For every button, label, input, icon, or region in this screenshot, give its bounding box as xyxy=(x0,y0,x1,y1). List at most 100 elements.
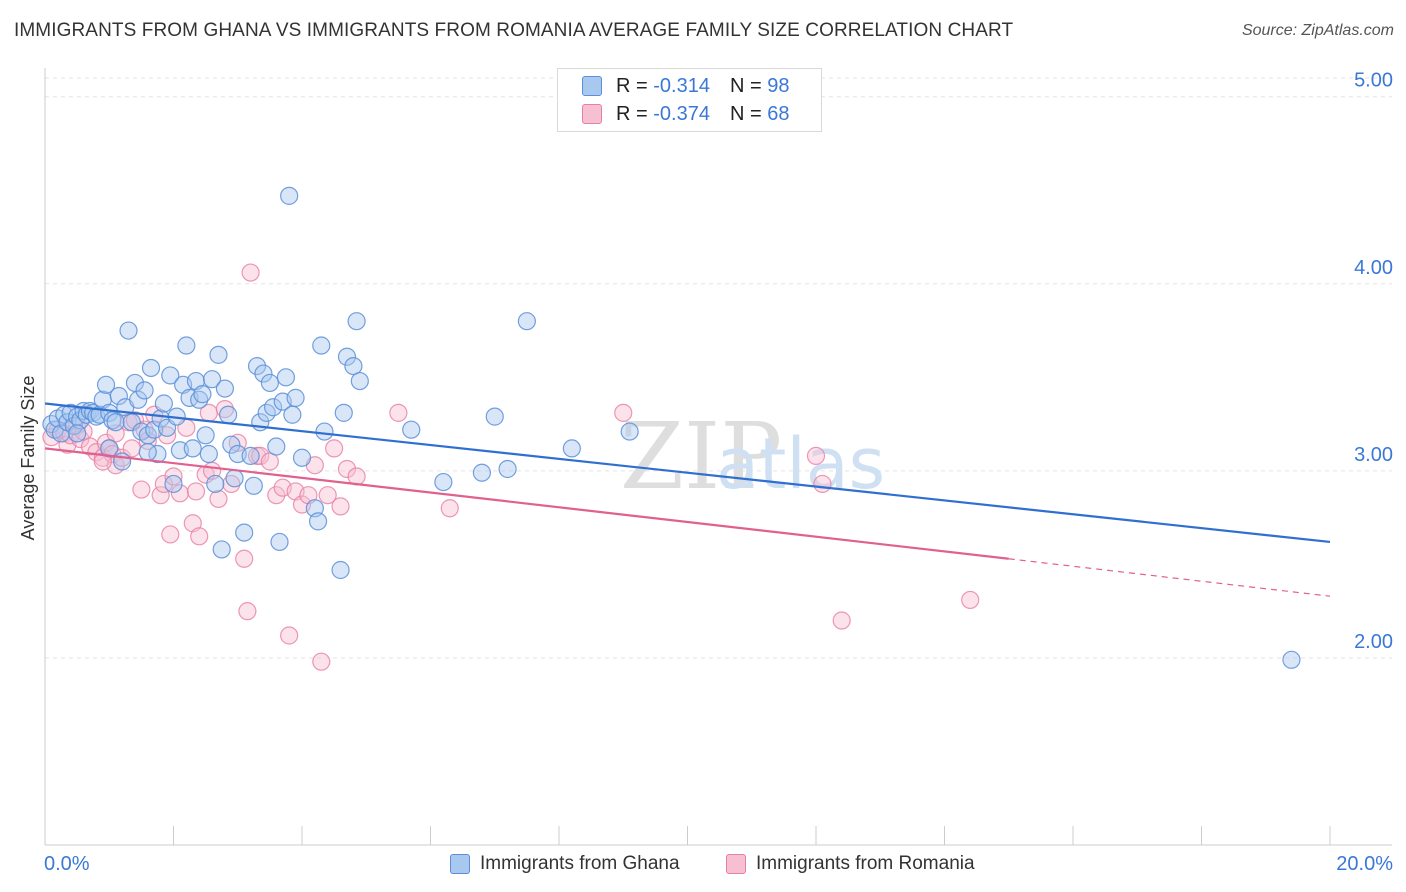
ghana-point xyxy=(164,474,183,494)
ghana-point xyxy=(109,386,128,406)
legend-r-value-ghana: -0.314 xyxy=(653,74,710,97)
ghana-point xyxy=(212,540,231,559)
romania-point xyxy=(151,486,170,505)
legend-r-value-romania: -0.374 xyxy=(653,102,710,125)
ghana-point xyxy=(141,358,161,378)
ghana-point xyxy=(402,420,421,439)
bottom-legend-ghana-label: Immigrants from Ghana xyxy=(480,853,680,874)
romania-point xyxy=(806,446,826,465)
ghana-point xyxy=(334,403,353,422)
ghana-point xyxy=(267,437,286,456)
ghana-point xyxy=(562,439,581,458)
ghana-point xyxy=(344,356,363,376)
ghana-point xyxy=(254,364,273,383)
romania-point xyxy=(389,403,408,422)
source-text: Source: ZipAtlas.com xyxy=(1241,22,1394,39)
romania-point xyxy=(331,497,350,516)
bottom-legend-romania: Immigrants from Romania xyxy=(726,850,975,878)
gridlines xyxy=(45,77,1392,659)
romania-point xyxy=(103,444,122,464)
ghana-point xyxy=(308,512,328,531)
ghana-point xyxy=(434,472,453,492)
ghana-point xyxy=(276,368,296,387)
romania-trend-extension xyxy=(1008,558,1331,597)
ghana-point xyxy=(100,439,119,458)
ghana-point xyxy=(222,435,241,454)
legend-row-ghana: R = -0.314 N = 98 xyxy=(582,73,789,99)
ghana-point xyxy=(286,388,305,407)
romania-point xyxy=(312,652,331,671)
legend-r-label: R = xyxy=(616,74,648,97)
ghana-point xyxy=(315,422,334,441)
y-tick-label: 5.00 xyxy=(1354,70,1393,92)
ghana-point xyxy=(620,422,639,441)
ghana-point xyxy=(347,312,366,331)
ghana-swatch xyxy=(450,854,470,874)
ghana-point xyxy=(106,413,125,432)
ghana-point xyxy=(202,370,222,389)
ghana-point xyxy=(68,424,87,443)
chart-title: IMMIGRANTS FROM GHANA VS IMMIGRANTS FROM… xyxy=(14,20,1014,41)
romania-point xyxy=(614,403,633,422)
ghana-point xyxy=(135,381,154,400)
ghana-point xyxy=(196,426,215,445)
ghana-point xyxy=(138,443,157,462)
ghana-point xyxy=(209,345,228,364)
ghana-point xyxy=(517,312,536,331)
romania-point xyxy=(183,514,202,533)
romania-point xyxy=(235,549,254,568)
ghana-point xyxy=(485,407,504,426)
x-tick-label-max: 20.0% xyxy=(1336,853,1393,875)
legend-n-label: N = xyxy=(729,102,762,125)
y-axis-label: Average Family Size xyxy=(18,376,38,541)
tick-labels: 2.00 3.00 4.00 5.00 0.0% 20.0% xyxy=(44,70,1393,875)
y-tick-label: 3.00 xyxy=(1354,444,1393,466)
ghana-point xyxy=(350,371,369,391)
ghana-point xyxy=(263,398,283,417)
romania-point xyxy=(318,486,337,505)
ghana-point xyxy=(337,347,357,366)
romania-swatch xyxy=(582,104,602,124)
y-tick-label: 4.00 xyxy=(1354,257,1393,279)
romania-point xyxy=(299,486,318,505)
ghana-point xyxy=(206,474,225,494)
ghana-point xyxy=(151,409,170,428)
romania-point xyxy=(222,474,241,494)
romania-point xyxy=(251,446,270,465)
ghana-point xyxy=(161,366,180,385)
ghana-point xyxy=(129,390,148,409)
ghana-point xyxy=(292,448,312,467)
y-tick-label: 2.00 xyxy=(1354,631,1393,653)
legend-n-value-ghana: 98 xyxy=(767,74,790,97)
romania-point xyxy=(132,480,151,499)
romania-point xyxy=(440,499,459,518)
bottom-legend-romania-label: Immigrants from Romania xyxy=(756,853,975,874)
x-tick-label-min: 0.0% xyxy=(44,853,90,875)
legend-n-label: N = xyxy=(729,74,762,97)
ghana-point xyxy=(177,336,196,355)
ghana-point xyxy=(331,560,350,580)
correlation-legend: R = -0.314 N = 98 R = -0.374 N = 68 xyxy=(557,68,822,132)
romania-point xyxy=(337,459,357,479)
romania-point xyxy=(161,525,180,544)
ghana-points xyxy=(42,186,1301,669)
ghana-point xyxy=(225,469,244,488)
ghana-point xyxy=(154,394,173,413)
romania-point xyxy=(190,527,209,546)
ghana-point xyxy=(244,476,263,495)
romania-point xyxy=(215,400,234,419)
ghana-point xyxy=(215,379,234,398)
watermark-atlas: atlas xyxy=(716,423,885,505)
legend-row-romania: R = -0.374 N = 68 xyxy=(582,101,789,127)
romania-point xyxy=(154,474,173,494)
romania-point xyxy=(241,263,260,282)
ghana-point xyxy=(183,439,202,458)
ghana-point xyxy=(190,390,209,409)
ghana-swatch xyxy=(582,76,602,96)
ghana-point xyxy=(96,375,116,394)
ghana-point xyxy=(472,463,491,482)
legend-n-value-romania: 68 xyxy=(767,102,790,125)
ghana-point xyxy=(235,523,254,542)
ghana-point xyxy=(219,405,238,424)
